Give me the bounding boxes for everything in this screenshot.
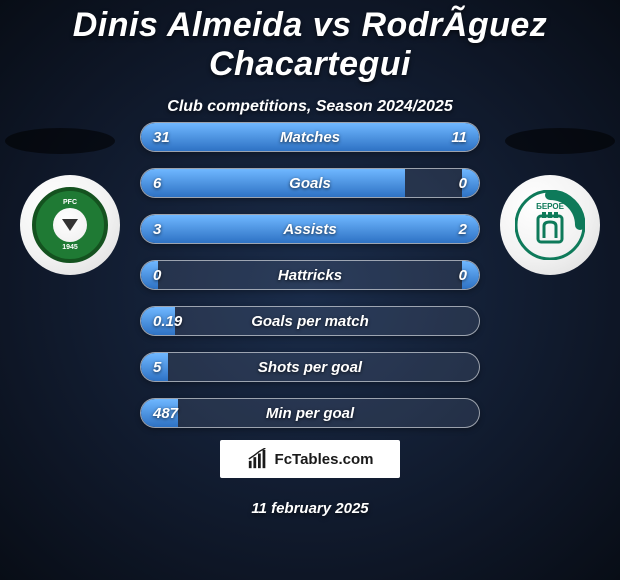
beroe-badge: БЕРОЕ xyxy=(515,190,585,260)
stat-label: Matches xyxy=(141,123,479,152)
stat-row: 32Assists xyxy=(140,214,480,244)
player-shadow-right xyxy=(505,128,615,154)
stat-label: Goals per match xyxy=(141,307,479,336)
stat-row: 487Min per goal xyxy=(140,398,480,428)
stat-label: Hattricks xyxy=(141,261,479,290)
footer-brand-text: FcTables.com xyxy=(275,451,374,468)
stat-row: 5Shots per goal xyxy=(140,352,480,382)
chart-icon xyxy=(247,448,269,470)
stat-row: 3111Matches xyxy=(140,122,480,152)
eagle-icon xyxy=(53,208,87,242)
ludogorets-badge: PFC 1945 xyxy=(32,187,108,263)
stat-row: 0.19Goals per match xyxy=(140,306,480,336)
stat-label: Min per goal xyxy=(141,399,479,428)
club-crest-right: БЕРОЕ xyxy=(500,175,600,275)
player-shadow-left xyxy=(5,128,115,154)
crest-right-text: БЕРОЕ xyxy=(536,202,565,211)
club-crest-left: PFC 1945 xyxy=(20,175,120,275)
page-title: Dinis Almeida vs RodrÃ­guez Chacartegui xyxy=(0,0,620,84)
comparison-rows: 3111Matches 60Goals 32Assists 00Hattricks 0.… xyxy=(140,122,480,444)
stat-row: 60Goals xyxy=(140,168,480,198)
crest-left-top-text: PFC xyxy=(63,199,77,206)
crest-left-bottom-text: 1945 xyxy=(62,244,78,251)
footer-date: 11 february 2025 xyxy=(0,500,620,517)
page-subtitle: Club competitions, Season 2024/2025 xyxy=(0,98,620,116)
fctables-logo[interactable]: FcTables.com xyxy=(220,440,400,478)
stat-label: Assists xyxy=(141,215,479,244)
stat-label: Goals xyxy=(141,169,479,198)
stat-label: Shots per goal xyxy=(141,353,479,382)
stat-row: 00Hattricks xyxy=(140,260,480,290)
